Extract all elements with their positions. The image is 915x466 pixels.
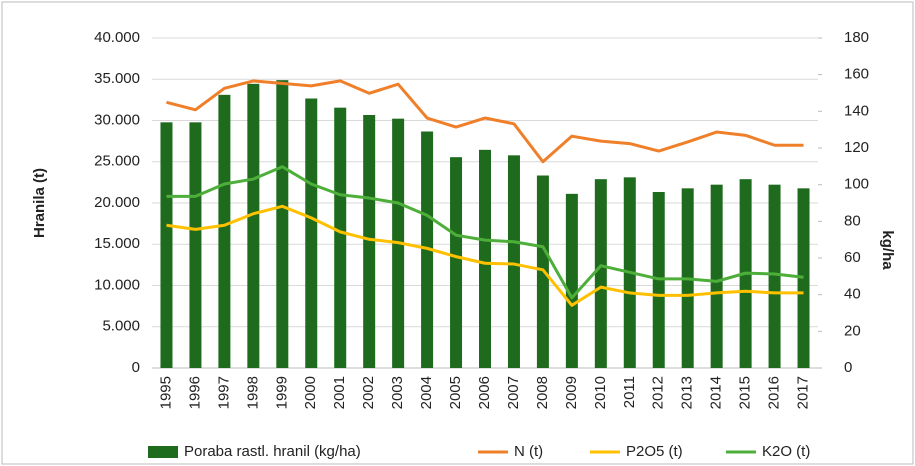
x-tick-label: 2006	[476, 376, 493, 409]
y2-tick-label: 0	[844, 359, 852, 376]
x-tick-label: 2000	[302, 376, 319, 409]
y-tick-label: 10.000	[94, 276, 140, 293]
bar	[334, 107, 347, 369]
bar	[507, 155, 520, 368]
x-tick-label: 2008	[534, 376, 551, 409]
y-tick-label: 5.000	[102, 318, 140, 335]
x-tick-label: 2007	[505, 376, 522, 409]
legend-swatch	[148, 446, 178, 458]
line	[166, 79, 804, 164]
bar	[797, 188, 810, 368]
x-tick-label: 1998	[244, 376, 261, 409]
x-tick-label: 2003	[389, 376, 406, 409]
line	[166, 204, 804, 307]
x-tick-label: 1995	[157, 376, 174, 409]
y2-tick-label: 40	[844, 286, 861, 303]
y2-tick-label: 80	[844, 212, 861, 229]
x-tick-label: 2015	[737, 376, 754, 409]
y-tick-label: 25.000	[94, 153, 140, 170]
bar	[218, 94, 231, 368]
bar	[247, 83, 260, 368]
y2-tick-label: 180	[844, 29, 869, 46]
legend-label: K2O (t)	[762, 443, 810, 460]
legend-label: Poraba rastl. hranil (kg/ha)	[184, 443, 361, 460]
y2-tick-label: 140	[844, 102, 869, 119]
x-tick-label: 2012	[650, 376, 667, 409]
y2-tick-label: 160	[844, 66, 869, 83]
bar	[276, 80, 289, 369]
y2-tick-label: 60	[844, 249, 861, 266]
bar	[768, 184, 781, 368]
x-tick-label: 2001	[331, 376, 348, 409]
bar	[363, 115, 376, 368]
y2-tick-label: 20	[844, 322, 861, 339]
x-tick-label: 2011	[621, 376, 638, 408]
x-tick-label: 1996	[186, 376, 203, 409]
y-tick-label: 20.000	[94, 194, 140, 211]
bar	[710, 184, 723, 368]
bar	[450, 157, 463, 368]
legend-label: N (t)	[514, 443, 543, 460]
y2-axis-title: kg/ha	[879, 230, 896, 270]
bar	[594, 179, 607, 368]
y2-tick-label: 120	[844, 139, 869, 156]
bar	[189, 122, 202, 368]
bar	[305, 98, 318, 368]
legend-label: P2O5 (t)	[626, 443, 683, 460]
x-tick-label: 2014	[708, 376, 725, 409]
y-tick-label: 35.000	[94, 70, 140, 87]
bar	[565, 193, 578, 368]
x-tick-label: 2009	[563, 376, 580, 409]
x-tick-label: 2017	[794, 376, 811, 409]
line	[166, 165, 804, 300]
x-tick-label: 1999	[273, 376, 290, 409]
x-tick-label: 2005	[447, 376, 464, 409]
x-tick-label: 1997	[215, 376, 232, 409]
y-tick-label: 40.000	[94, 29, 140, 46]
x-tick-label: 2016	[766, 376, 783, 409]
y2-tick-label: 100	[844, 176, 869, 193]
bar	[479, 149, 491, 368]
y-tick-label: 0	[132, 359, 140, 376]
bar	[160, 122, 173, 368]
x-tick-label: 2010	[592, 376, 609, 409]
x-tick-label: 2002	[360, 376, 377, 409]
y-tick-label: 30.000	[94, 111, 140, 128]
y-axis-title: Hranila (t)	[31, 168, 48, 238]
y-tick-label: 15.000	[94, 235, 140, 252]
x-tick-label: 2013	[679, 376, 696, 409]
x-tick-label: 2004	[418, 376, 435, 409]
